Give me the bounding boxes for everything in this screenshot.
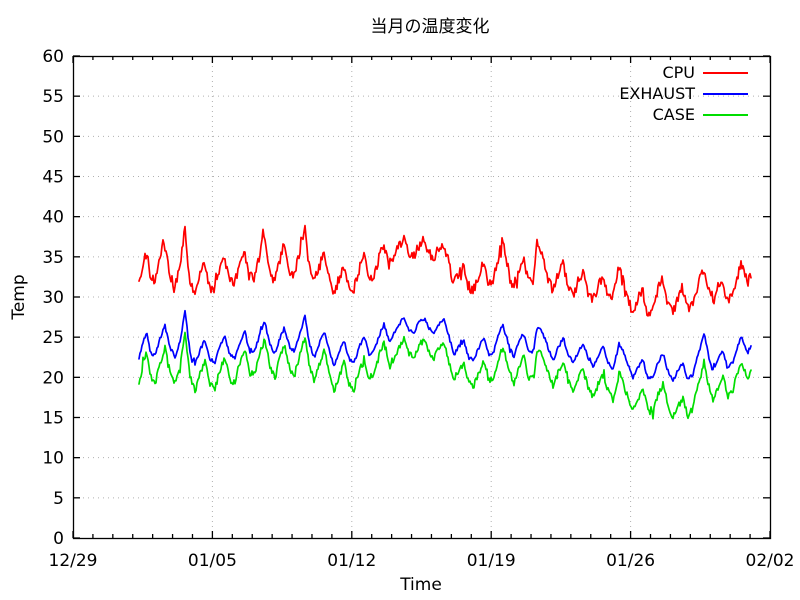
y-tick-label: 5 xyxy=(53,489,64,509)
y-tick-label: 20 xyxy=(42,368,64,388)
legend-row-cpu: CPU xyxy=(520,62,750,83)
legend-label-case: CASE xyxy=(652,105,695,124)
series-line-exhaust xyxy=(138,309,752,382)
y-tick-label: 35 xyxy=(42,248,64,268)
y-tick-label: 30 xyxy=(42,288,64,308)
x-tick-label: 12/29 xyxy=(49,551,98,571)
y-tick-label: 60 xyxy=(42,47,64,67)
y-axis-label: Temp xyxy=(9,274,29,320)
y-tick-label: 50 xyxy=(42,127,64,147)
legend-line-sample-case xyxy=(703,113,748,116)
x-axis-label: Time xyxy=(399,575,442,595)
x-tick-label: 01/12 xyxy=(327,551,376,571)
y-tick-label: 45 xyxy=(42,168,64,188)
legend-row-exhaust: EXHAUST xyxy=(520,83,750,104)
legend-label-cpu: CPU xyxy=(662,63,695,82)
legend-line-sample-exhaust xyxy=(703,92,748,95)
y-tick-label: 15 xyxy=(42,409,64,429)
legend-label-exhaust: EXHAUST xyxy=(619,84,695,103)
legend-row-case: CASE xyxy=(520,104,750,125)
series-line-case xyxy=(138,331,752,420)
x-tick-label: 01/26 xyxy=(606,551,655,571)
y-tick-label: 10 xyxy=(42,449,64,469)
y-tick-label: 55 xyxy=(42,87,64,107)
legend-line-sample-cpu xyxy=(703,71,748,74)
legend: CPU EXHAUST CASE xyxy=(520,62,750,125)
x-tick-label: 01/05 xyxy=(188,551,237,571)
series-line-cpu xyxy=(138,224,752,317)
y-tick-label: 40 xyxy=(42,208,64,228)
x-tick-label: 02/02 xyxy=(746,551,795,571)
chart-title: 当月の温度変化 xyxy=(371,17,490,37)
x-tick-label: 01/19 xyxy=(467,551,516,571)
y-tick-label: 25 xyxy=(42,328,64,348)
y-tick-label: 0 xyxy=(53,529,64,549)
